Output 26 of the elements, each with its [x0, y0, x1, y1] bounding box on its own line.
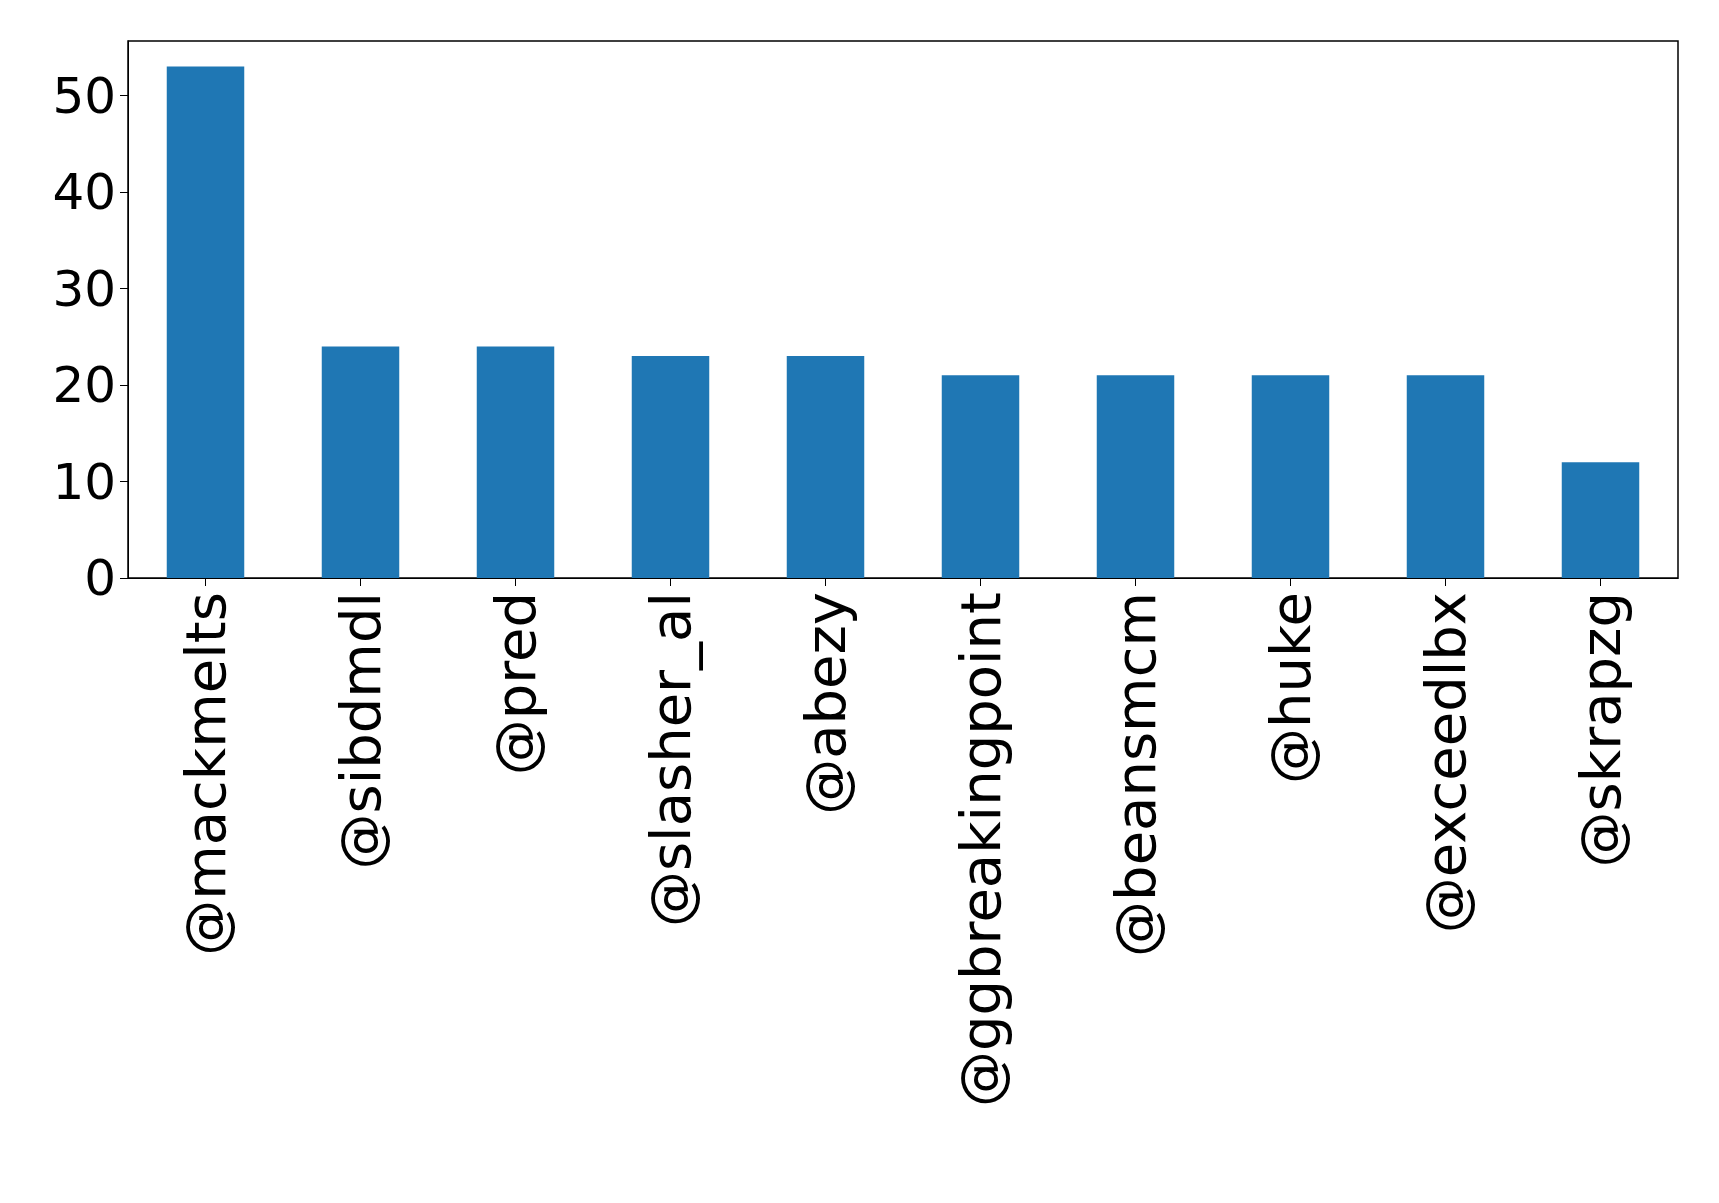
y-tick-label: 50 [52, 66, 116, 125]
bar [1251, 375, 1330, 578]
x-tick-label: @pred [483, 592, 548, 776]
y-tick-label: 30 [52, 259, 116, 318]
x-tick-label: @ggbreakingpoint [948, 592, 1013, 1108]
bar [321, 346, 400, 578]
x-tick-label: @huke [1258, 592, 1323, 784]
y-tick-label: 0 [84, 549, 116, 607]
x-tick-label: @beansmcm [1103, 592, 1168, 957]
y-tick-label: 40 [52, 163, 116, 222]
bar [1096, 375, 1175, 578]
x-tick-label: @abezy [793, 592, 858, 815]
bar [1406, 375, 1485, 578]
x-tick-label: @exceedlbx [1413, 592, 1478, 934]
bar [476, 346, 555, 578]
y-tick-label: 10 [52, 452, 116, 511]
bar [166, 66, 245, 578]
x-tick-label: @sibdmdl [328, 592, 393, 870]
bar [786, 356, 865, 578]
x-tick-label: @slasher_al [638, 592, 703, 928]
x-tick-label: @skrapzg [1568, 592, 1633, 868]
bar [1561, 462, 1640, 578]
bar [941, 375, 1020, 578]
y-tick-label: 20 [52, 356, 116, 415]
bar [631, 356, 710, 578]
x-tick-label: @mackmelts [173, 592, 238, 956]
